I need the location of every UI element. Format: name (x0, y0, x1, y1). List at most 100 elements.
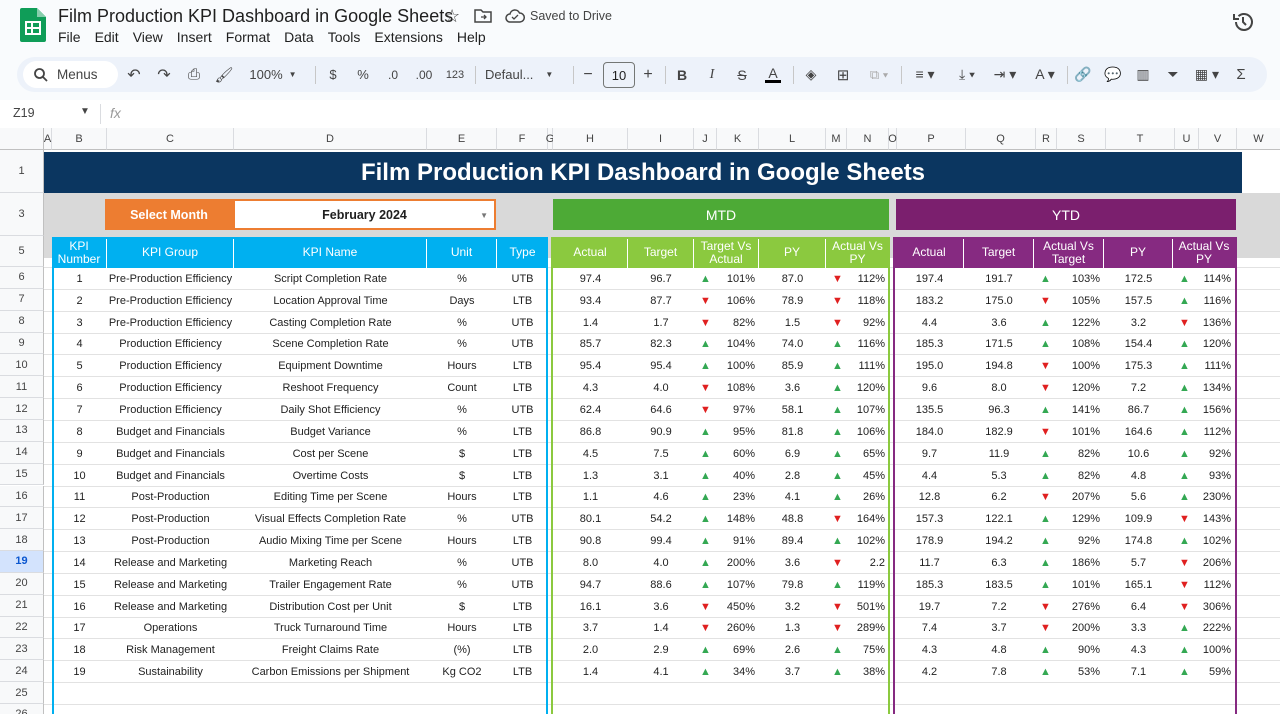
kpi-cell-m-py[interactable]: 74.0 (759, 334, 826, 356)
kpi-cell-y-py[interactable]: 172.5 (1104, 268, 1173, 290)
column-header[interactable]: P (897, 128, 966, 150)
kpi-cell-m-tva[interactable]: 23% ▲ (694, 487, 759, 509)
kpi-cell-m-avp[interactable]: 116% ▲ (826, 334, 889, 356)
kpi-cell-y-py[interactable]: 86.7 (1104, 399, 1173, 421)
kpi-cell-n[interactable]: 4 (52, 334, 107, 356)
kpi-cell-m-tva[interactable]: 107% ▲ (694, 574, 759, 596)
menu-extensions[interactable]: Extensions (374, 29, 443, 45)
column-header[interactable]: B (52, 128, 107, 150)
kpi-cell-group[interactable]: Production Efficiency (107, 355, 234, 377)
kpi-cell-y-act[interactable]: 195.0 (895, 355, 964, 377)
filter-views-icon[interactable]: ▦ ▾ (1194, 66, 1220, 82)
kpi-cell-y-avt[interactable]: 200% ▼ (1034, 618, 1104, 640)
kpi-cell-y-avp[interactable]: 206% ▼ (1173, 552, 1235, 574)
percent-button[interactable]: % (357, 67, 369, 82)
kpi-cell-m-py[interactable]: 81.8 (759, 421, 826, 443)
kpi-cell-group[interactable]: Production Efficiency (107, 399, 234, 421)
kpi-cell-y-tgt[interactable]: 3.7 (964, 618, 1034, 640)
kpi-cell-m-tgt[interactable]: 3.1 (628, 465, 694, 487)
kpi-cell-y-avt[interactable]: 276% ▼ (1034, 596, 1104, 618)
row-header[interactable]: 25 (0, 682, 44, 704)
kpi-cell-y-avp[interactable]: 306% ▼ (1173, 596, 1235, 618)
kpi-cell-m-act[interactable]: 1.3 (553, 465, 628, 487)
kpi-cell-y-tgt[interactable]: 3.6 (964, 312, 1034, 334)
kpi-cell-n[interactable]: 18 (52, 639, 107, 661)
kpi-cell-m-avp[interactable]: 38% ▲ (826, 661, 889, 683)
menu-view[interactable]: View (132, 29, 163, 45)
column-header[interactable]: C (107, 128, 234, 150)
kpi-cell-n[interactable]: 2 (52, 290, 107, 312)
kpi-cell-unit[interactable]: $ (427, 596, 497, 618)
kpi-cell-m-act[interactable]: 93.4 (553, 290, 628, 312)
kpi-cell-m-act[interactable]: 94.7 (553, 574, 628, 596)
kpi-cell-group[interactable]: Pre-Production Efficiency (107, 268, 234, 290)
kpi-cell-m-act[interactable]: 3.7 (553, 618, 628, 640)
kpi-cell-unit[interactable]: Hours (427, 618, 497, 640)
kpi-cell-group[interactable]: Sustainability (107, 661, 234, 683)
kpi-cell-type[interactable]: LTB (497, 377, 548, 399)
kpi-cell-y-avp[interactable]: 102% ▲ (1173, 530, 1235, 552)
kpi-cell-m-tgt[interactable]: 90.9 (628, 421, 694, 443)
kpi-cell-group[interactable]: Pre-Production Efficiency (107, 290, 234, 312)
kpi-cell-group[interactable]: Post-Production (107, 487, 234, 509)
kpi-cell-y-avt[interactable]: 92% ▲ (1034, 530, 1104, 552)
kpi-cell-m-tgt[interactable]: 96.7 (628, 268, 694, 290)
kpi-cell-y-tgt[interactable]: 191.7 (964, 268, 1034, 290)
column-header[interactable]: W (1237, 128, 1280, 150)
row-header[interactable]: 11 (0, 376, 44, 399)
kpi-cell-m-tgt[interactable]: 3.6 (628, 596, 694, 618)
insert-link-icon[interactable]: 🔗 (1074, 66, 1092, 82)
kpi-cell-group[interactable]: Post-Production (107, 530, 234, 552)
row-header[interactable]: 22 (0, 616, 44, 639)
column-header[interactable]: U (1175, 128, 1199, 150)
kpi-cell-type[interactable]: LTB (497, 530, 548, 552)
kpi-cell-y-avt[interactable]: 122% ▲ (1034, 312, 1104, 334)
kpi-cell-m-tva[interactable]: 450% ▼ (694, 596, 759, 618)
kpi-cell-group[interactable]: Post-Production (107, 508, 234, 530)
kpi-cell-name[interactable]: Budget Variance (234, 421, 427, 443)
kpi-cell-y-tgt[interactable]: 182.9 (964, 421, 1034, 443)
kpi-cell-m-avp[interactable]: 120% ▲ (826, 377, 889, 399)
kpi-cell-y-tgt[interactable]: 183.5 (964, 574, 1034, 596)
kpi-cell-y-avp[interactable]: 111% ▲ (1173, 355, 1235, 377)
kpi-cell-unit[interactable]: Days (427, 290, 497, 312)
kpi-cell-m-py[interactable]: 2.6 (759, 639, 826, 661)
kpi-cell-m-py[interactable]: 3.6 (759, 377, 826, 399)
kpi-cell-m-py[interactable]: 3.2 (759, 596, 826, 618)
kpi-cell-name[interactable]: Editing Time per Scene (234, 487, 427, 509)
kpi-cell-y-py[interactable]: 10.6 (1104, 443, 1173, 465)
row-header[interactable]: 26 (0, 704, 44, 714)
kpi-cell-m-py[interactable]: 2.8 (759, 465, 826, 487)
kpi-cell-m-avp[interactable]: 111% ▲ (826, 355, 889, 377)
cloud-saved-icon[interactable] (505, 9, 525, 23)
kpi-cell-y-py[interactable]: 164.6 (1104, 421, 1173, 443)
kpi-cell-group[interactable]: Risk Management (107, 639, 234, 661)
kpi-cell-y-tgt[interactable]: 6.2 (964, 487, 1034, 509)
undo-icon[interactable]: ↶ (127, 66, 141, 84)
kpi-cell-unit[interactable]: % (427, 508, 497, 530)
kpi-cell-unit[interactable]: Kg CO2 (427, 661, 497, 683)
kpi-cell-type[interactable]: LTB (497, 596, 548, 618)
kpi-cell-m-py[interactable]: 3.6 (759, 552, 826, 574)
kpi-cell-y-tgt[interactable]: 7.8 (964, 661, 1034, 683)
kpi-cell-unit[interactable]: % (427, 421, 497, 443)
kpi-cell-type[interactable]: LTB (497, 618, 548, 640)
kpi-cell-n[interactable]: 13 (52, 530, 107, 552)
kpi-cell-y-tgt[interactable]: 5.3 (964, 465, 1034, 487)
kpi-cell-y-act[interactable]: 185.3 (895, 334, 964, 356)
row-header[interactable]: 15 (0, 463, 44, 486)
row-header[interactable]: 8 (0, 310, 44, 333)
decrease-font-size-icon[interactable]: − (583, 65, 593, 83)
kpi-cell-y-tgt[interactable]: 96.3 (964, 399, 1034, 421)
kpi-cell-y-avt[interactable]: 82% ▲ (1034, 465, 1104, 487)
kpi-cell-n[interactable]: 7 (52, 399, 107, 421)
kpi-cell-m-act[interactable]: 90.8 (553, 530, 628, 552)
menu-format[interactable]: Format (225, 29, 271, 45)
kpi-cell-name[interactable]: Daily Shot Efficiency (234, 399, 427, 421)
column-header[interactable]: D (234, 128, 427, 150)
row-header[interactable]: 9 (0, 332, 44, 355)
kpi-cell-m-tva[interactable]: 260% ▼ (694, 618, 759, 640)
kpi-cell-y-act[interactable]: 4.2 (895, 661, 964, 683)
menu-edit[interactable]: Edit (94, 29, 119, 45)
kpi-cell-y-avp[interactable]: 112% ▼ (1173, 574, 1235, 596)
